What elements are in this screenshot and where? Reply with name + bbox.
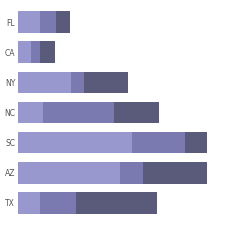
Bar bbox=[18, 102, 43, 123]
Bar bbox=[43, 102, 114, 123]
Bar bbox=[40, 192, 76, 214]
Bar bbox=[120, 162, 143, 184]
Bar bbox=[40, 11, 56, 33]
Bar bbox=[132, 132, 184, 153]
Bar bbox=[18, 11, 40, 33]
Bar bbox=[31, 41, 40, 63]
Bar bbox=[40, 41, 55, 63]
Bar bbox=[18, 132, 132, 153]
Bar bbox=[143, 162, 207, 184]
Bar bbox=[76, 192, 157, 214]
Bar bbox=[184, 132, 207, 153]
Bar bbox=[18, 72, 71, 93]
Bar bbox=[114, 102, 159, 123]
Bar bbox=[18, 41, 31, 63]
Bar bbox=[18, 162, 120, 184]
Bar bbox=[18, 192, 40, 214]
Bar bbox=[84, 72, 128, 93]
Bar bbox=[56, 11, 70, 33]
Bar bbox=[71, 72, 84, 93]
